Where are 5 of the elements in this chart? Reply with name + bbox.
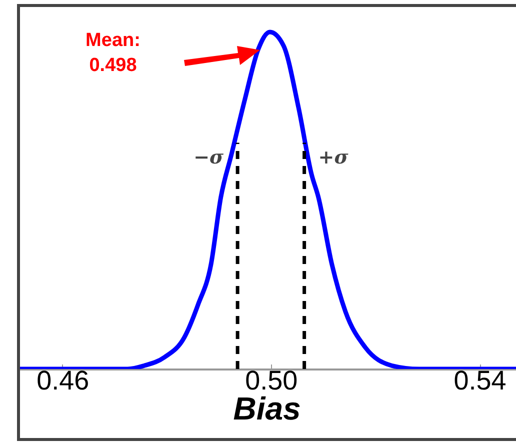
x-tick-label: 0.54 bbox=[454, 366, 506, 396]
ref-line-label: −σ bbox=[194, 146, 225, 168]
ref-line-label: +σ bbox=[318, 146, 350, 168]
annotation: Mean: 0.498 bbox=[86, 30, 140, 76]
x-tick-label: 0.46 bbox=[36, 366, 90, 396]
